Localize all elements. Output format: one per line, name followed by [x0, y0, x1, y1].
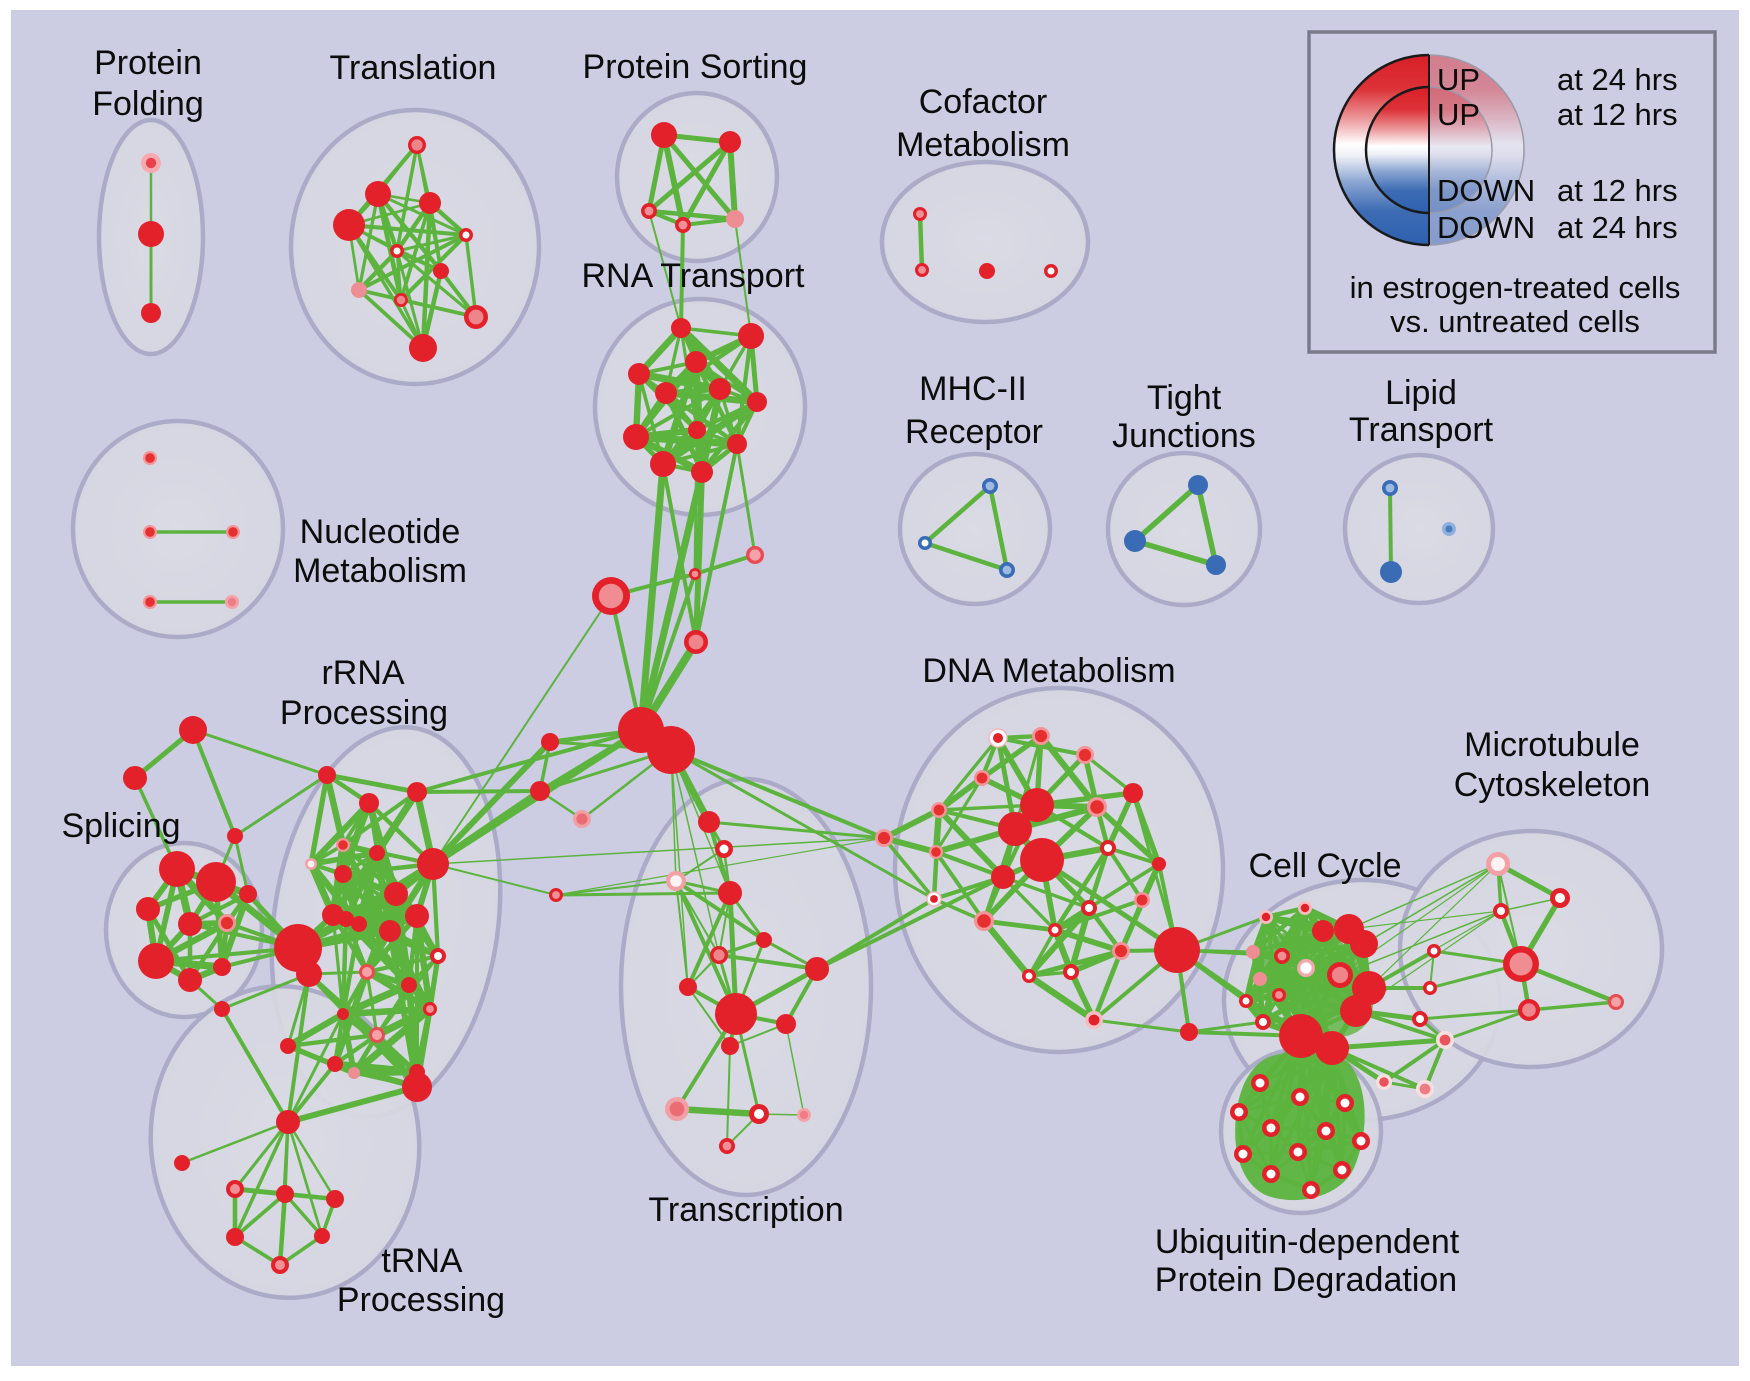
svg-text:Metabolism: Metabolism — [293, 552, 467, 590]
svg-text:Folding: Folding — [92, 85, 204, 123]
svg-text:UP: UP — [1437, 97, 1480, 132]
svg-text:Transport: Transport — [1349, 411, 1494, 449]
svg-text:Protein: Protein — [94, 44, 202, 82]
svg-text:Translation: Translation — [330, 49, 497, 87]
svg-text:Protein Degradation: Protein Degradation — [1155, 1261, 1457, 1299]
svg-text:Splicing: Splicing — [61, 807, 180, 845]
svg-text:in estrogen-treated cells: in estrogen-treated cells — [1350, 270, 1681, 305]
svg-text:RNA Transport: RNA Transport — [582, 257, 806, 295]
svg-text:at 12 hrs: at 12 hrs — [1557, 97, 1678, 132]
svg-text:Cytoskeleton: Cytoskeleton — [1454, 766, 1651, 804]
svg-text:Metabolism: Metabolism — [896, 126, 1070, 164]
svg-text:Processing: Processing — [337, 1281, 505, 1319]
svg-text:rRNA: rRNA — [321, 654, 404, 692]
svg-text:Cell Cycle: Cell Cycle — [1248, 847, 1401, 885]
svg-text:Protein Sorting: Protein Sorting — [583, 48, 808, 86]
svg-text:tRNA: tRNA — [381, 1242, 463, 1280]
svg-text:Transcription: Transcription — [648, 1191, 843, 1229]
svg-text:Processing: Processing — [280, 694, 448, 732]
svg-text:Junctions: Junctions — [1112, 417, 1256, 455]
svg-text:at 12 hrs: at 12 hrs — [1557, 173, 1678, 208]
svg-text:Ubiquitin-dependent: Ubiquitin-dependent — [1155, 1223, 1460, 1261]
svg-text:Lipid: Lipid — [1385, 374, 1457, 412]
svg-text:DNA Metabolism: DNA Metabolism — [922, 652, 1175, 690]
svg-text:UP: UP — [1437, 62, 1480, 97]
svg-text:vs. untreated cells: vs. untreated cells — [1390, 304, 1640, 339]
svg-text:at 24 hrs: at 24 hrs — [1557, 210, 1678, 245]
svg-text:Cofactor: Cofactor — [919, 83, 1048, 121]
svg-text:at 24 hrs: at 24 hrs — [1557, 62, 1678, 97]
svg-text:MHC-II: MHC-II — [919, 370, 1027, 408]
svg-text:DOWN: DOWN — [1437, 173, 1535, 208]
svg-text:DOWN: DOWN — [1437, 210, 1535, 245]
svg-text:Receptor: Receptor — [905, 413, 1043, 451]
svg-text:Microtubule: Microtubule — [1464, 726, 1640, 764]
svg-text:Nucleotide: Nucleotide — [300, 513, 461, 551]
svg-text:Tight: Tight — [1147, 379, 1222, 417]
